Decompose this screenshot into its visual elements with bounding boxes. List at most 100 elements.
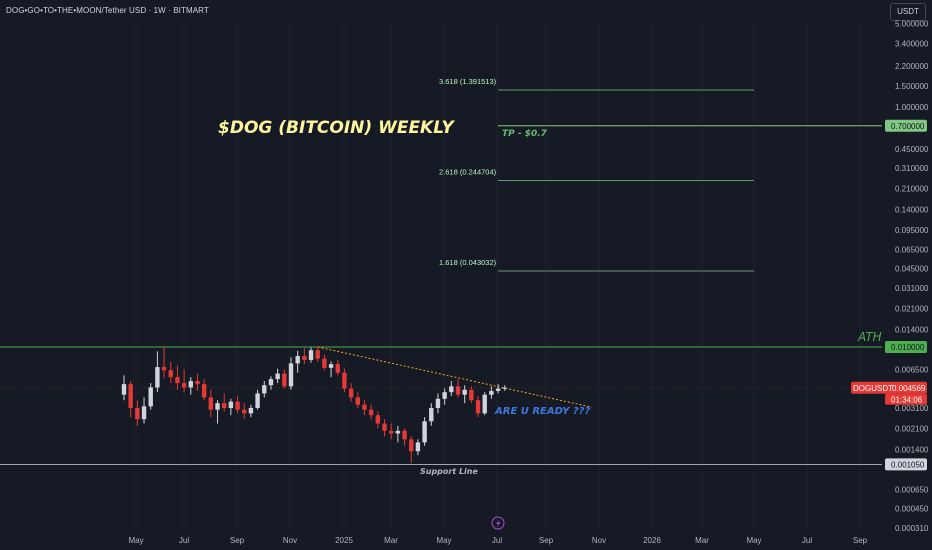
price-tick-label: 0.021000 [895, 304, 929, 313]
candle [188, 377, 193, 395]
tp-price-tag-label: 0.700000 [891, 122, 925, 131]
candle [435, 393, 441, 414]
price-tick-label: 0.006500 [895, 365, 929, 374]
candle [148, 383, 153, 410]
candle [201, 379, 207, 401]
candle [135, 400, 140, 426]
current-price-label: 0.004569 [892, 384, 926, 393]
candle [335, 359, 340, 376]
price-tick-label: 1.500000 [895, 82, 929, 91]
levels-layer: 3.618 (1.391513) 2.618 (0.244704) 1.618 (0… [0, 77, 882, 465]
candle [242, 403, 247, 420]
time-axis[interactable]: May Jul Sep Nov 2025 Mar May Jul Sep Nov 2026 Mar Ma… [128, 536, 867, 545]
time-tick-label: Sep [539, 536, 554, 545]
candle [215, 400, 220, 424]
price-tick-label: 0.002100 [895, 424, 929, 433]
candle [395, 425, 401, 443]
candle [455, 379, 461, 398]
time-tick-label: May [128, 536, 143, 545]
price-tags-layer: 0.010000 0.700000 0.001050 DOGUSDT 0.004569 0… [851, 119, 927, 471]
support-price-tag-label: 0.001050 [891, 460, 925, 469]
price-tick-label: 5.000000 [895, 19, 929, 28]
candle [362, 400, 367, 416]
lightning-icon[interactable] [491, 516, 505, 530]
price-tick-label: 0.065000 [895, 246, 929, 255]
candle [141, 397, 147, 424]
tp-note: TP - $0.7 [502, 129, 548, 139]
candle [308, 347, 314, 363]
candle [248, 404, 254, 418]
candle [295, 350, 300, 373]
annotation-layer: $DOG (BITCOIN) WEEKLY TP - $0.7 ATH ARE … [218, 118, 882, 476]
time-tick-label: May [746, 536, 761, 545]
time-tick-label: Nov [283, 536, 297, 545]
price-tick-label: 0.045000 [895, 265, 929, 274]
candle [409, 436, 414, 463]
candle [482, 392, 487, 416]
candle [262, 381, 267, 398]
candle [195, 373, 200, 391]
candle [175, 365, 180, 390]
price-tick-label: 1.000000 [895, 103, 929, 112]
ath-price-tag-label: 0.010000 [891, 343, 925, 352]
price-tick-label: 0.001400 [895, 445, 929, 454]
currency-button[interactable]: USDT [890, 3, 926, 21]
candle [355, 392, 360, 408]
time-tick-label: Jul [802, 536, 812, 545]
price-tick-label: 0.031000 [895, 284, 929, 293]
candle [502, 385, 507, 391]
time-tick-label: Jul [179, 536, 189, 545]
candle [469, 386, 474, 404]
price-tick-label: 0.210000 [895, 184, 929, 193]
candle [415, 439, 421, 456]
candle [268, 376, 274, 390]
fib-level-label: 3.618 (1.391513) [439, 77, 497, 86]
price-tick-label: 0.000450 [895, 504, 929, 513]
candle [449, 381, 454, 397]
grid-layer [135, 20, 861, 530]
candle [181, 369, 187, 393]
time-tick-label: 2025 [335, 536, 353, 545]
candle [208, 389, 214, 418]
candle [315, 347, 320, 362]
symbol-title: DOG•GO•TO•THE•MOON/Tether USD · 1W · BIT… [6, 6, 209, 15]
candle [462, 385, 467, 404]
time-tick-label: 2026 [643, 536, 661, 545]
candle [382, 419, 387, 437]
tp-price-tag [885, 119, 927, 132]
candle [489, 386, 494, 399]
price-tick-label: 0.014000 [895, 325, 929, 334]
candle [282, 369, 287, 389]
chart-title-annotation: $DOG (BITCOIN) WEEKLY [218, 118, 455, 138]
candle [342, 368, 347, 393]
current-price-tag [851, 381, 927, 394]
candle [121, 375, 127, 401]
support-line-note: Support Line [420, 467, 478, 476]
candle [288, 357, 294, 390]
candle [168, 361, 173, 384]
time-tick-label: Sep [853, 536, 868, 545]
candle [402, 428, 407, 446]
price-tick-label: 0.140000 [895, 206, 929, 215]
candle [302, 348, 307, 365]
candle [348, 383, 354, 402]
candle [442, 388, 447, 405]
countdown-label: 01:34:06 [891, 395, 923, 404]
candle [475, 396, 481, 418]
countdown-tag [885, 393, 927, 405]
candle [375, 411, 381, 429]
candle [255, 389, 260, 410]
candle [495, 384, 501, 394]
candle [429, 403, 434, 426]
time-tick-label: Sep [230, 536, 245, 545]
price-tick-label: 0.095000 [895, 226, 929, 235]
candle [155, 351, 160, 393]
fib-level-label: 2.618 (0.244704) [439, 168, 497, 177]
ready-note: ARE U READY ??? [494, 406, 590, 417]
current-symbol-label: DOGUSDT [853, 384, 893, 393]
descending-trendline[interactable] [317, 346, 592, 408]
candle [228, 398, 234, 416]
candle [235, 396, 240, 414]
price-axis[interactable]: 5.000000 3.400000 2.200000 1.500000 1.000000… [895, 19, 929, 532]
